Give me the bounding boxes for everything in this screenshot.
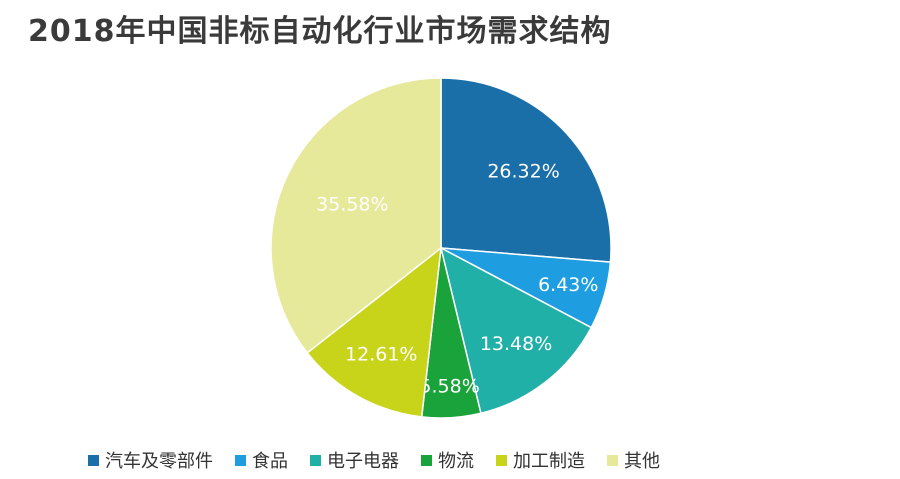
- legend-item: 物流: [421, 447, 474, 473]
- legend-swatch: [496, 454, 507, 466]
- legend-item: 加工制造: [496, 447, 585, 473]
- slice-data-label: 13.48%: [480, 333, 552, 355]
- chart-title: 2018年中国非标自动化行业市场需求结构: [28, 14, 612, 49]
- legend-swatch: [88, 454, 99, 466]
- legend-label: 其他: [624, 451, 660, 472]
- slice-data-label: 12.61%: [345, 343, 417, 365]
- pie-slice-4: [306, 246, 442, 418]
- legend-item: 食品: [235, 447, 288, 473]
- legend-swatch: [421, 454, 432, 466]
- legend-swatch: [235, 454, 246, 466]
- slice-data-label: 26.32%: [487, 161, 559, 183]
- legend-label: 加工制造: [513, 451, 585, 472]
- legend-label: 电子电器: [327, 451, 399, 472]
- legend-label: 物流: [438, 451, 474, 472]
- slice-data-label: 6.43%: [538, 274, 598, 296]
- legend-label: 汽车及零部件: [105, 451, 213, 472]
- pie-slice-0: [440, 77, 612, 263]
- legend-label: 食品: [252, 451, 288, 472]
- slice-data-label: 5.58%: [419, 376, 479, 398]
- legend-item: 电子电器: [310, 447, 399, 473]
- slice-data-label: 35.58%: [316, 193, 388, 215]
- pie-slice-2: [439, 246, 593, 415]
- legend-item: 其他: [607, 447, 660, 473]
- pie-slice-5: [270, 77, 442, 354]
- legend: 汽车及零部件 食品 电子电器 物流 加工制造 其他: [88, 447, 660, 473]
- legend-swatch: [310, 454, 321, 466]
- legend-swatch: [607, 454, 618, 466]
- legend-item: 汽车及零部件: [88, 447, 213, 473]
